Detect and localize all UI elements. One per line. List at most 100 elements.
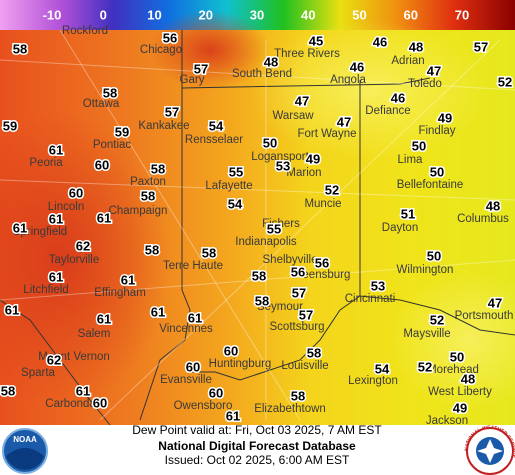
city-label: Sparta [21, 367, 55, 379]
dew-point-value: 60 [69, 185, 83, 200]
city-label: Muncie [304, 198, 341, 210]
dew-point-value: 59 [115, 124, 129, 139]
city-label: Cincinnati [345, 293, 396, 305]
city-label: Springfield [13, 226, 67, 238]
dew-point-value: 61 [5, 302, 19, 317]
dew-point-value: 58 [202, 245, 216, 260]
dew-point-value: 47 [295, 93, 309, 108]
dew-point-value: 60 [209, 385, 223, 400]
dew-point-value: 58 [151, 161, 165, 176]
dew-point-value: 50 [412, 138, 426, 153]
city-label: Seymour [257, 301, 303, 313]
dew-point-value: 55 [267, 221, 281, 236]
dew-point-value: 58 [252, 268, 266, 283]
border [190, 295, 361, 381]
dew-point-value: 58 [145, 242, 159, 257]
dew-point-value: 46 [350, 59, 364, 74]
city-label: Bellefontaine [397, 179, 464, 191]
dew-point-value: 49 [453, 400, 467, 415]
city-label: Shelbyville [263, 254, 318, 266]
dew-point-value: 60 [95, 157, 109, 172]
field-shade [0, 110, 170, 410]
city-label: Three Rivers [274, 48, 340, 60]
city-label: Lafayette [205, 180, 252, 192]
dew-point-value: 50 [427, 248, 441, 263]
city-label: Columbus [457, 213, 509, 225]
city-label: Lincoln [48, 201, 84, 213]
dew-point-value: 60 [224, 343, 238, 358]
city-label: Elizabethtown [254, 403, 326, 415]
noaa-logo: NOAA [2, 428, 48, 474]
dew-point-value: 52 [430, 312, 444, 327]
dew-point-value: 62 [76, 238, 90, 253]
issued-time: Issued: Oct 02 2025, 6:00 AM EST [165, 453, 350, 467]
dew-point-value: 58 [255, 293, 269, 308]
city-label: Dayton [382, 222, 418, 234]
city-label: Fishers [262, 218, 300, 230]
dew-point-value: 61 [121, 272, 135, 287]
dew-point-value: 55 [229, 164, 243, 179]
dew-point-value: 59 [3, 118, 17, 133]
dew-point-value: 61 [49, 269, 63, 284]
border [0, 299, 111, 426]
dew-point-value: 57 [194, 61, 208, 76]
city-label: Chicago [140, 44, 182, 56]
nws-logo: NATIONAL WEATHER SERVICE [464, 425, 515, 475]
city-label: Fort Wayne [297, 128, 356, 140]
city-label: Gary [180, 74, 205, 86]
dew-point-value: 50 [450, 349, 464, 364]
colorbar-label: 70 [455, 7, 469, 22]
dew-point-value: 49 [306, 151, 320, 166]
city-label: Toledo [408, 78, 442, 90]
city-label: Angola [330, 74, 366, 86]
city-label: South Bend [232, 68, 292, 80]
city-label: Effingham [94, 287, 146, 299]
dew-point-value: 46 [373, 34, 387, 49]
colorbar-label: 10 [147, 7, 161, 22]
city-label: Huntingburg [209, 358, 272, 370]
city-label: Defiance [365, 105, 410, 117]
colorbar-label: -10 [43, 7, 62, 22]
dew-point-value: 60 [93, 395, 107, 410]
city-label: Lexington [348, 375, 398, 387]
colorbar-label: 20 [199, 7, 213, 22]
dew-point-value: 60 [186, 359, 200, 374]
city-label: Paxton [130, 176, 166, 188]
city-label: Lima [398, 154, 424, 166]
city-label: Peoria [29, 157, 63, 169]
city-label: Mount Vernon [38, 351, 110, 363]
colorbar-label: 40 [301, 7, 315, 22]
city-label: Louisville [281, 360, 328, 372]
roads [0, 29, 515, 421]
city-label: Wilmington [397, 264, 454, 276]
dew-point-value: 58 [307, 345, 321, 360]
dew-point-value: 61 [13, 220, 27, 235]
colorbar-label: 30 [250, 7, 264, 22]
city-label: Jackson [426, 415, 468, 427]
dew-point-value: 61 [76, 383, 90, 398]
footer-bg [0, 425, 515, 475]
dew-point-value: 45 [309, 33, 323, 48]
dew-point-value: 47 [427, 63, 441, 78]
field-shade [250, 20, 490, 160]
colorbar [0, 0, 515, 30]
city-label: Maysville [403, 328, 450, 340]
city-label: Ottawa [83, 98, 120, 110]
dew-point-value: 61 [49, 211, 63, 226]
dew-point-value: 49 [438, 110, 452, 125]
dew-point-value: 56 [315, 255, 329, 270]
state-borders [0, 30, 515, 426]
city-label: Taylorville [49, 254, 100, 266]
city-label: Logansport [251, 151, 309, 163]
dew-point-value: 57 [299, 307, 313, 322]
border [359, 295, 515, 336]
city-label: Warsaw [272, 110, 314, 122]
city-label: Findlay [418, 125, 455, 137]
city-label: Marion [286, 167, 321, 179]
border [181, 77, 431, 89]
noaa-text: NOAA [13, 435, 37, 444]
city-label: Carbondale [45, 398, 104, 410]
dew-point-value: 57 [292, 285, 306, 300]
dew-point-value: 51 [401, 206, 415, 221]
dew-point-value: 48 [486, 198, 500, 213]
